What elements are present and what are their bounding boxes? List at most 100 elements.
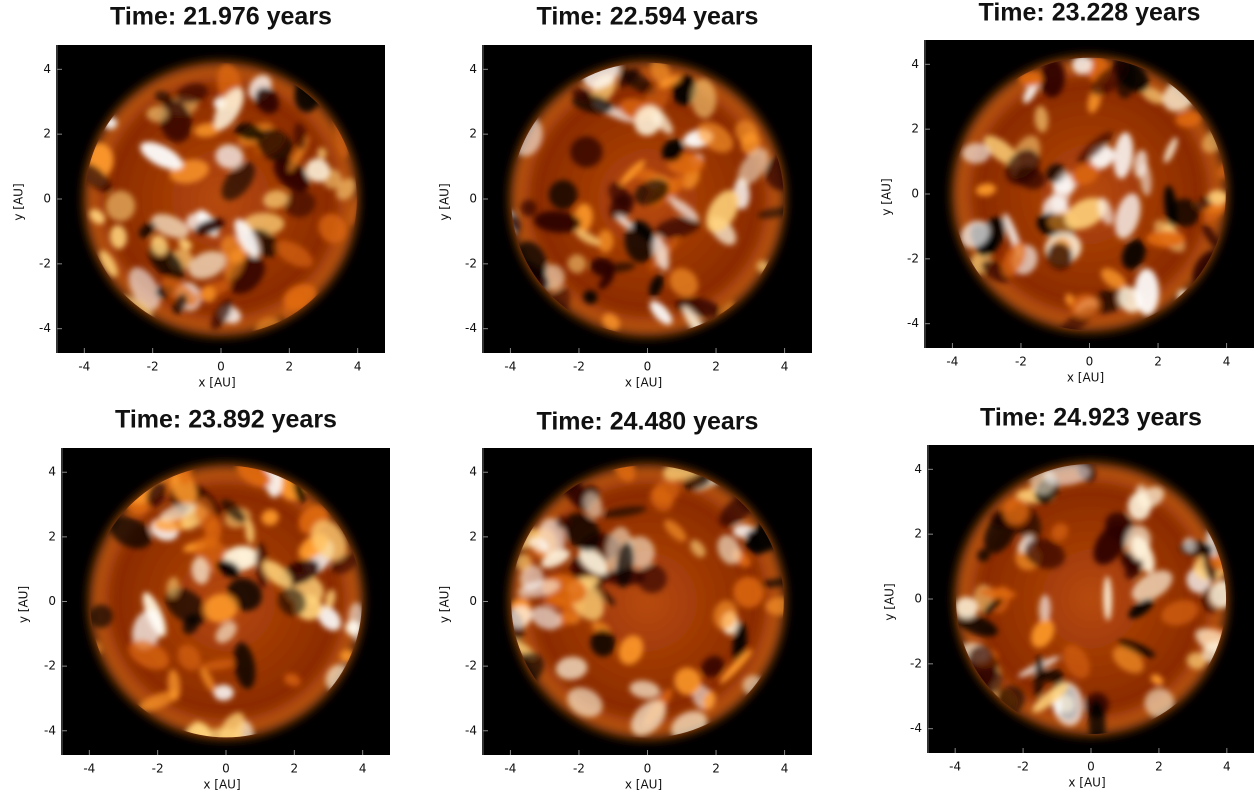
texture-blob	[167, 669, 181, 701]
x-tick-label: -2	[152, 762, 164, 776]
texture-blob	[273, 157, 310, 192]
texture-blob	[664, 519, 687, 542]
x-tick-label: 0	[217, 360, 225, 374]
texture-blob	[1207, 190, 1226, 205]
texture-blob	[765, 156, 784, 191]
star-texture	[960, 57, 1226, 331]
texture-blob	[659, 75, 682, 88]
y-axis-label: y [AU]	[438, 183, 452, 220]
y-tick-label: 2	[48, 529, 56, 543]
texture-blob	[109, 516, 152, 549]
texture-blob	[255, 542, 269, 589]
texture-blob	[636, 564, 667, 593]
texture-blob	[348, 195, 357, 227]
texture-blob	[1069, 294, 1100, 318]
x-tick-label: -4	[504, 762, 516, 776]
texture-blob	[511, 605, 532, 628]
texture-blob	[305, 158, 331, 183]
texture-blob	[194, 218, 225, 235]
texture-blob	[256, 128, 294, 162]
texture-blob	[1186, 652, 1207, 670]
texture-blob	[318, 213, 347, 244]
texture-blob	[583, 290, 598, 305]
y-tick-label: -4	[465, 723, 477, 737]
texture-blob	[571, 88, 592, 101]
y-tick-label: 0	[43, 192, 51, 206]
x-axis-label: x [AU]	[203, 778, 240, 792]
texture-blob	[1032, 682, 1070, 713]
texture-blob	[962, 143, 991, 164]
y-tick-label: 4	[469, 62, 477, 76]
y-tick-label: 4	[43, 62, 51, 76]
texture-blob	[89, 209, 105, 225]
texture-blob	[575, 229, 601, 246]
panel: Time: 21.976 years -4 -2 0 2 4 -4 -2 0 2 4 x [AU] y …	[12, 3, 385, 390]
texture-blob	[618, 635, 644, 665]
star-texture	[90, 465, 362, 738]
texture-blob	[590, 257, 616, 277]
star-disk	[80, 58, 362, 340]
texture-blob	[634, 178, 670, 206]
texture-blob	[105, 190, 136, 222]
texture-blob	[620, 160, 646, 185]
texture-blob	[671, 75, 698, 106]
y-tick-label: 0	[469, 192, 477, 206]
texture-blob	[1064, 197, 1107, 230]
texture-blob	[981, 260, 1010, 283]
texture-blob	[1003, 497, 1029, 526]
x-tick-label: -4	[78, 360, 90, 374]
x-tick-label: -2	[1015, 355, 1027, 369]
texture-blob	[705, 189, 739, 233]
texture-blob	[530, 605, 562, 630]
texture-blob	[682, 305, 712, 336]
texture-blob	[138, 690, 179, 712]
texture-blob	[293, 122, 307, 151]
texture-blob	[1116, 64, 1137, 99]
texture-blob	[1216, 160, 1226, 179]
texture-blob	[631, 221, 655, 242]
texture-blob	[200, 658, 238, 671]
x-tick-label: -2	[573, 360, 585, 374]
texture-blob	[1005, 148, 1040, 185]
x-tick-label: 0	[1087, 760, 1095, 774]
x-axis-label: x [AU]	[1068, 776, 1105, 790]
texture-blob	[191, 557, 210, 585]
texture-blob	[150, 235, 169, 256]
texture-blob	[213, 684, 234, 701]
y-tick-label: 4	[914, 462, 922, 476]
texture-blob	[661, 139, 685, 162]
texture-blob	[151, 213, 190, 239]
x-tick-label: 4	[781, 360, 789, 374]
texture-blob	[649, 274, 664, 297]
texture-blob	[1063, 644, 1090, 679]
texture-blob	[146, 105, 168, 122]
y-tick-label: 4	[469, 465, 477, 479]
texture-blob	[1144, 688, 1175, 719]
x-tick-label: -2	[1017, 760, 1029, 774]
texture-blob	[633, 168, 656, 181]
texture-blob	[1072, 57, 1093, 75]
panel-title: Time: 22.594 years	[537, 3, 759, 31]
texture-blob	[262, 560, 292, 588]
y-tick-label: -2	[39, 256, 51, 270]
texture-blob	[719, 649, 753, 684]
texture-blob	[740, 132, 761, 156]
y-tick-label: 2	[911, 122, 919, 136]
x-axis-label: x [AU]	[1067, 371, 1104, 385]
y-axis-label: y [AU]	[12, 183, 26, 220]
texture-blob	[1118, 639, 1156, 658]
texture-blob	[598, 271, 615, 290]
y-tick-label: 2	[914, 527, 922, 541]
x-tick-label: 2	[1155, 760, 1163, 774]
texture-blob	[702, 690, 717, 711]
texture-blob	[1146, 230, 1186, 248]
texture-blob	[233, 642, 256, 689]
texture-blob	[701, 655, 725, 678]
y-axis-label: y [AU]	[880, 178, 894, 215]
texture-blob	[697, 122, 734, 153]
texture-blob	[1124, 525, 1151, 556]
y-axis-label: y [AU]	[438, 586, 452, 623]
texture-blob	[188, 251, 226, 280]
texture-blob	[317, 605, 342, 631]
x-tick-label: 0	[644, 360, 652, 374]
